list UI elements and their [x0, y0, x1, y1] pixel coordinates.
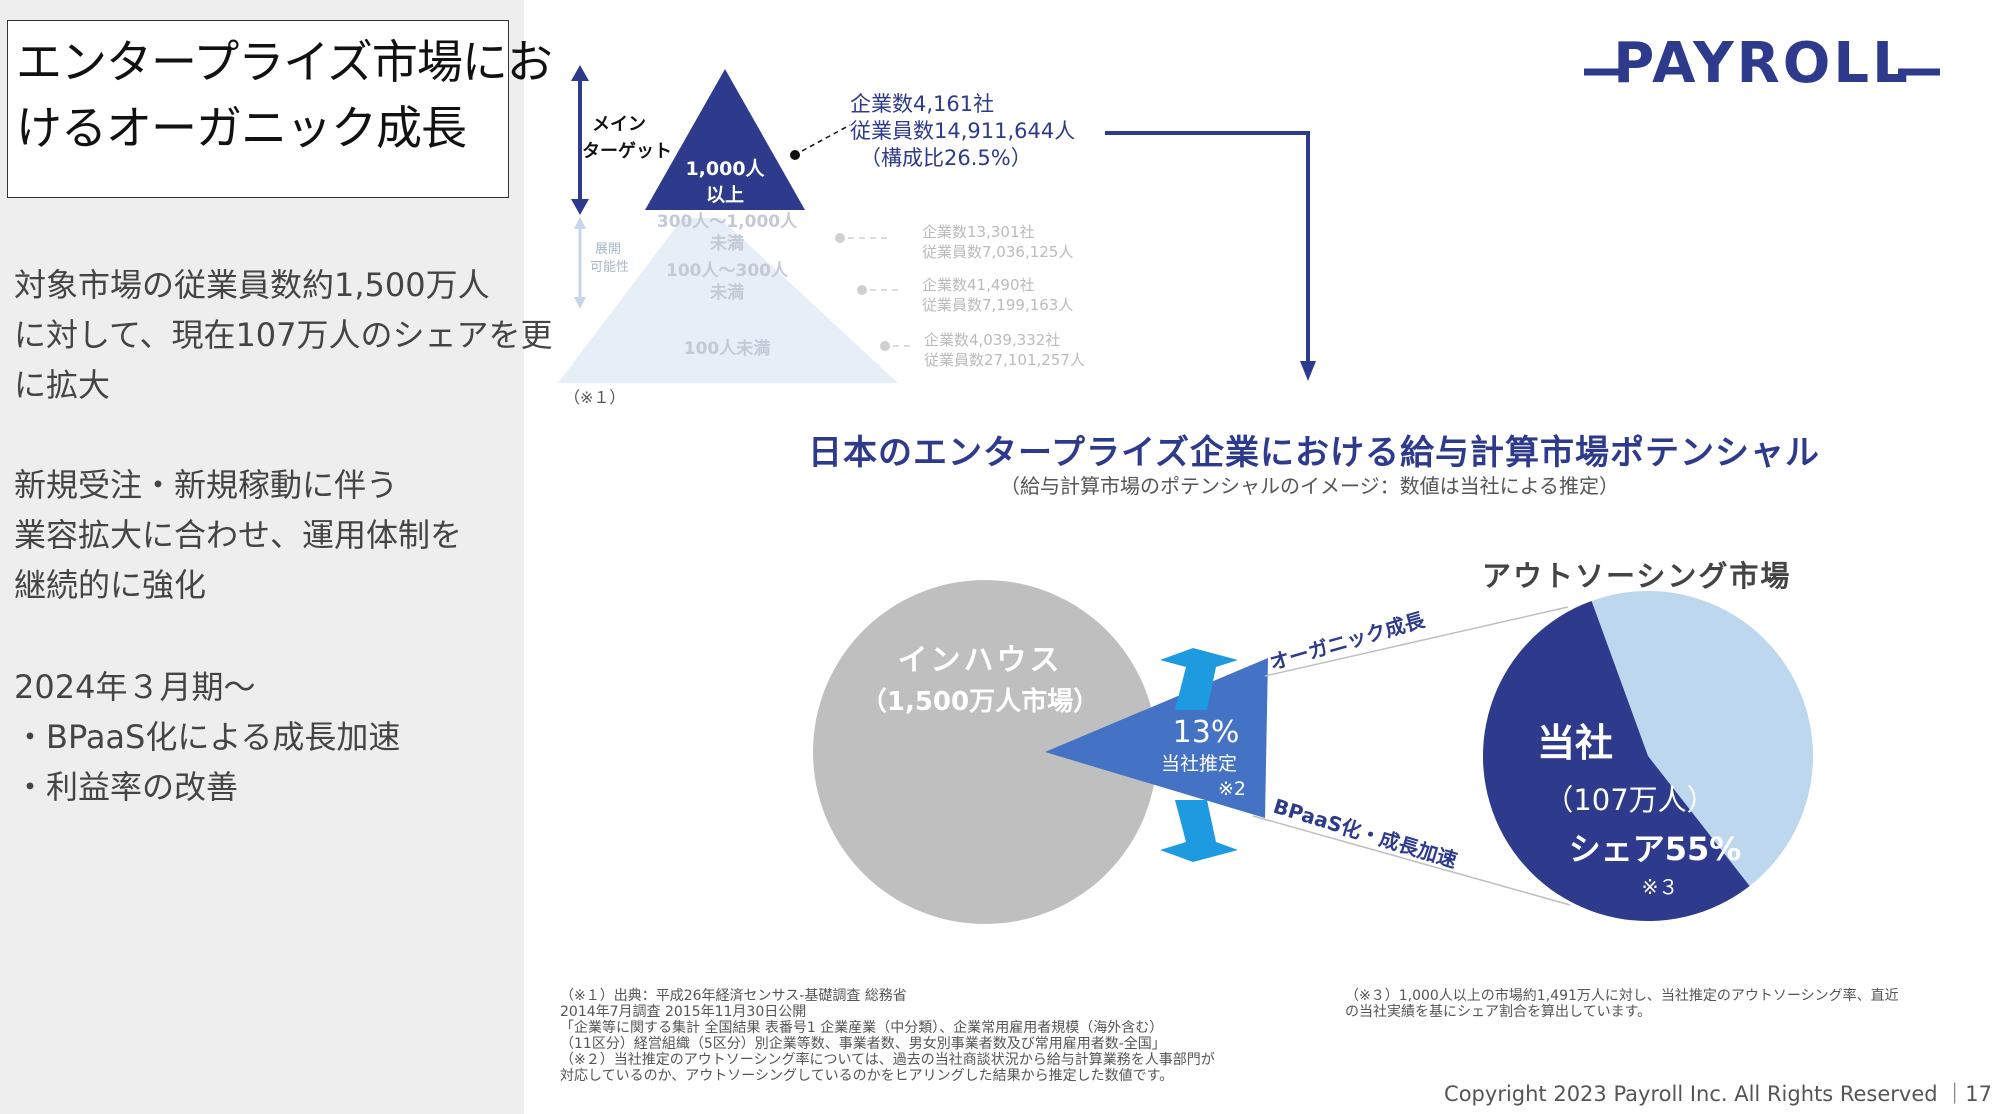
- slide-title: エンタープライズ市場にお けるオーガニック成長: [16, 29, 553, 161]
- arrow-down-icon: [1160, 800, 1238, 862]
- pie-company-slice: [1483, 600, 1750, 921]
- pyramid-lower-tiers: [558, 218, 898, 383]
- outsourcing-market-title: アウトソーシング市場: [1482, 559, 1791, 593]
- arrow-down-icon: [571, 199, 589, 215]
- paragraph-line: ・利益率の改善: [14, 768, 239, 806]
- arrow-up-icon: [1160, 648, 1238, 710]
- main-target-label-1: メイン: [592, 114, 646, 135]
- arrow-down-icon: [574, 297, 586, 309]
- tier2-companies: 企業数41,490社: [922, 276, 1035, 294]
- tier-label-300-1000: 300人～1,000人: [657, 212, 798, 232]
- market-potential-title: 日本のエンタープライズ企業における給与計算市場ポテンシャル: [808, 433, 1820, 473]
- tier3-employees: 従業員数27,101,257人: [924, 351, 1085, 369]
- market-potential-subtitle: （給与計算市場のポテンシャルのイメージ：数値は当社による推定）: [1000, 474, 1619, 498]
- paragraph-fy2024: 2024年３月期～ ・BPaaS化による成長加速 ・利益率の改善: [14, 662, 400, 812]
- outsourcing-pie: [1483, 591, 1813, 921]
- expand-label-2: 可能性: [590, 260, 629, 275]
- market-potential-chart: インハウス （1,500万人市場） 13% 当社推定 ※2 オーガニック成長 B…: [813, 559, 1813, 924]
- footnote-line: （※３）1,000人以上の市場約1,491万人に対し、当社推定のアウトソーシング…: [1345, 988, 1899, 1004]
- tier-label-1000plus-2: 以上: [706, 184, 744, 206]
- company-label: 当社: [1537, 721, 1613, 765]
- copyright: Copyright 2023 Payroll Inc. All Rights R…: [1444, 1082, 1992, 1106]
- organic-growth-label: オーガニック成長: [1267, 607, 1428, 674]
- tier0-ratio: （構成比26.5%）: [860, 146, 1032, 170]
- footnote-right: （※３）1,000人以上の市場約1,491万人に対し、当社推定のアウトソーシング…: [1345, 988, 1899, 1020]
- tier-label-1000plus: 1,000人: [685, 158, 765, 180]
- tier1-companies: 企業数13,301社: [922, 223, 1035, 241]
- footnote-line: 対応しているのか、アウトソーシングしているのかをヒアリングした結果から推定した数…: [560, 1068, 1174, 1084]
- slice-note: ※2: [1218, 778, 1246, 800]
- footnote-line: の当社実績を基にシェア割合を算出しています。: [1345, 1004, 1652, 1020]
- tier1-employees: 従業員数7,036,125人: [922, 243, 1073, 261]
- left-panel: エンタープライズ市場にお けるオーガニック成長 対象市場の従業員数約1,500万…: [0, 0, 553, 1114]
- inhouse-size-label: （1,500万人市場）: [861, 686, 1099, 717]
- slide-title-box: エンタープライズ市場にお けるオーガニック成長: [7, 20, 553, 198]
- tier-label-under100: 100人未満: [684, 338, 771, 359]
- footnote-left: （※１）出典：平成26年経済センサス-基礎調査 総務省 2014年7月調査 20…: [560, 988, 1215, 1084]
- tier-label-300-1000-2: 未満: [709, 233, 744, 254]
- paragraph-operations: 新規受注・新規稼動に伴う 業容拡大に合わせ、運用体制を 継続的に強化: [14, 460, 462, 610]
- payroll-logo: PAYROLL: [1582, 24, 1942, 96]
- paragraph-line: 新規受注・新規稼動に伴う: [14, 466, 399, 504]
- connector-arrow: [1105, 131, 1310, 373]
- footnote-line: 「企業等に関する集計 全国結果 表番号1 企業産業（中分類）、企業常用雇用者規模…: [560, 1020, 1164, 1036]
- company-share: シェア55%: [1569, 830, 1742, 868]
- main-target-label-2: ターゲット: [582, 140, 672, 162]
- arrow-up-icon: [574, 217, 586, 229]
- pyramid-top-tier: [645, 69, 805, 210]
- paragraph-market-target: 対象市場の従業員数約1,500万人 に対して、現在107万人のシェアを更 に拡大: [14, 260, 553, 410]
- paragraph-line: 対象市場の従業員数約1,500万人: [14, 266, 490, 304]
- paragraph-line: に対して、現在107万人のシェアを更: [14, 316, 553, 354]
- bpaas-growth-label: BPaaS化・成長加速: [1271, 794, 1460, 873]
- paragraph-line: ・BPaaS化による成長加速: [14, 718, 401, 756]
- arrow-up-icon: [571, 65, 589, 81]
- pyramid-note: （※１）: [564, 388, 625, 407]
- company-estimate-slice: [1045, 658, 1268, 818]
- tier2-employees: 従業員数7,199,163人: [922, 296, 1073, 314]
- paragraph-line: 業容拡大に合わせ、運用体制を: [14, 516, 463, 554]
- company-people: （107万人）: [1544, 783, 1715, 817]
- slice-label: 当社推定: [1161, 753, 1237, 775]
- inhouse-label: インハウス: [898, 643, 1063, 678]
- paragraph-line: 2024年３月期～: [14, 668, 256, 706]
- footnote-line: （※２）当社推定のアウトソーシング率については、過去の当社商談状況から給与計算業…: [560, 1052, 1215, 1068]
- paragraph-line: に拡大: [14, 366, 111, 404]
- slide-title-line1: エンタープライズ市場にお: [16, 35, 553, 89]
- arrow-down-icon: [1300, 361, 1316, 381]
- footnote-line: 2014年7月調査 2015年11月30日公開: [560, 1004, 807, 1020]
- logo-text: PAYROLL: [1613, 31, 1911, 94]
- company-size-pyramid: メイン ターゲット 展開 可能性 1,000人 以上 300人～1,000人 未…: [558, 65, 1316, 407]
- tier3-companies: 企業数4,039,332社: [924, 331, 1060, 349]
- slice-percentage: 13%: [1173, 715, 1240, 750]
- slide-title-line2: けるオーガニック成長: [16, 101, 467, 155]
- tier0-employees: 従業員数14,911,644人: [850, 119, 1075, 143]
- tier-label-100-300-2: 未満: [709, 282, 744, 303]
- paragraph-line: 継続的に強化: [14, 566, 207, 604]
- inhouse-market-circle: [813, 580, 1157, 924]
- tier-label-100-300: 100人～300人: [666, 261, 789, 281]
- company-share-note: ※３: [1642, 875, 1679, 899]
- footnote-line: （※１）出典：平成26年経済センサス-基礎調査 総務省: [560, 988, 907, 1004]
- tier0-companies: 企業数4,161社: [850, 92, 994, 116]
- footnote-line: （11区分）経営組織（5区分）別企業等数、事業者数、男女別事業者数及び常用雇用者…: [560, 1036, 1166, 1052]
- expand-label-1: 展開: [595, 242, 621, 257]
